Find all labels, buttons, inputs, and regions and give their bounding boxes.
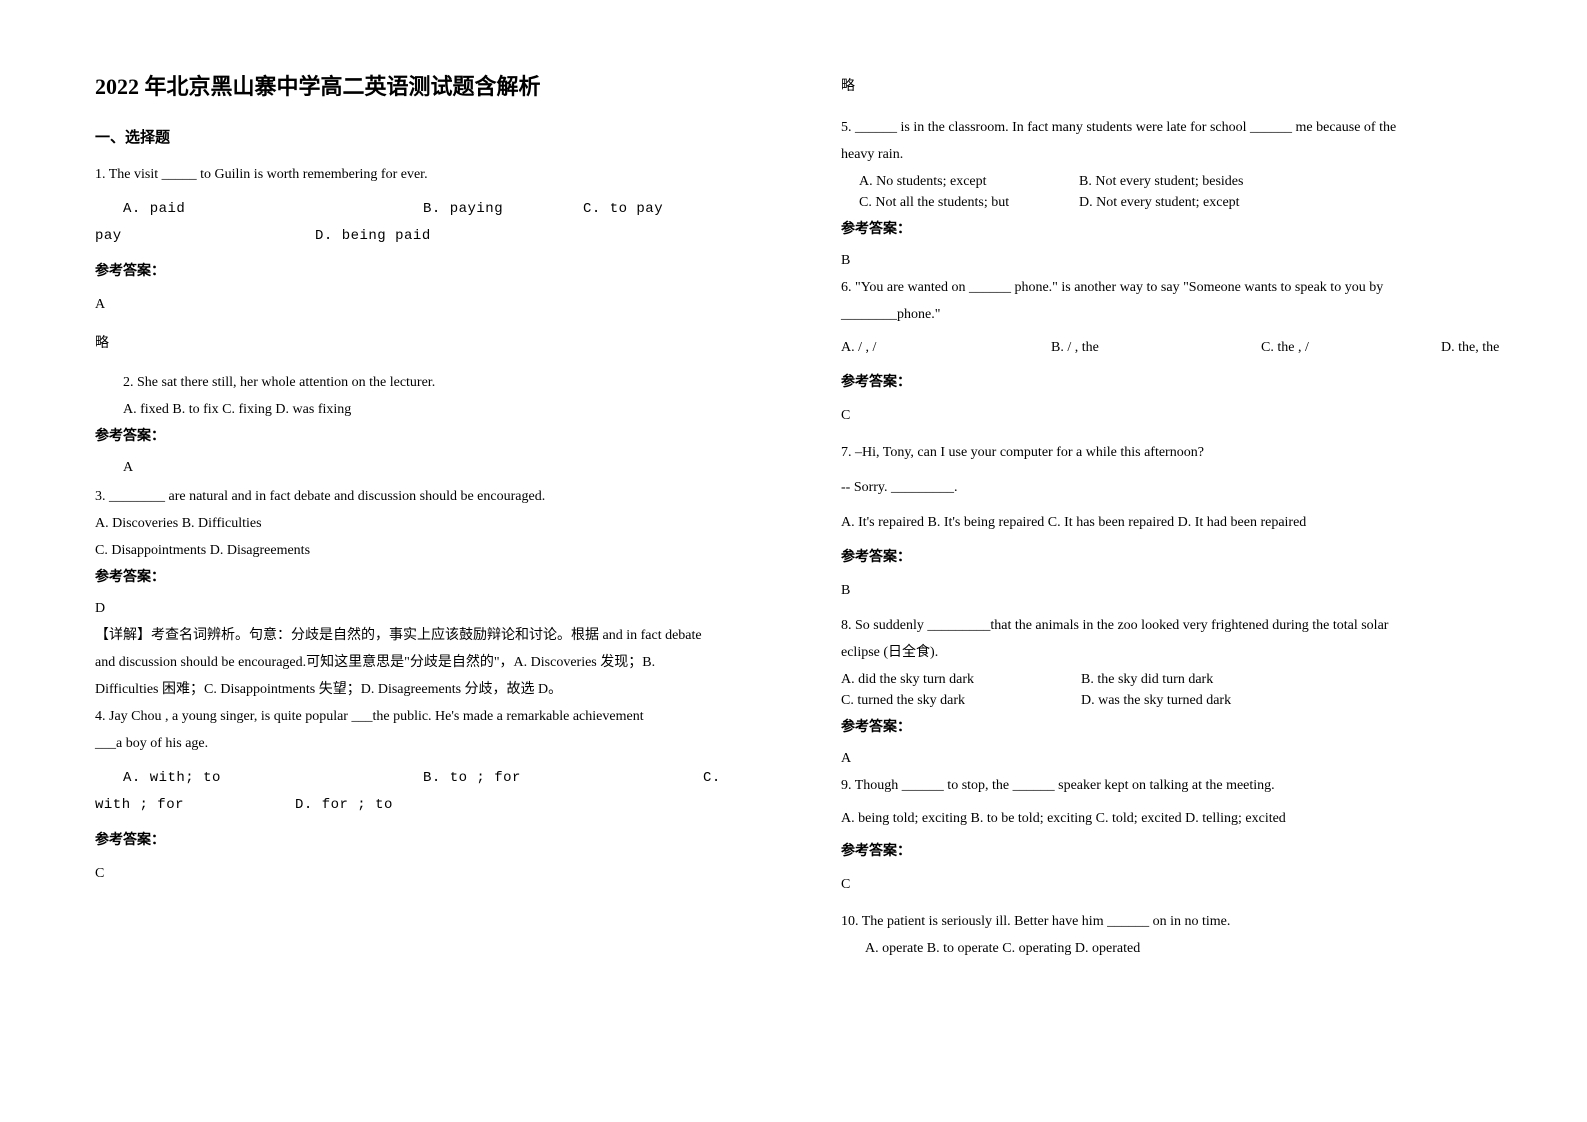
q3-ans: D <box>95 598 781 619</box>
q9-opts: A. being told; exciting B. to be told; e… <box>841 808 1527 829</box>
q6-opt-a: A. / , / <box>841 337 1051 358</box>
q8-ans-label: 参考答案： <box>841 717 1527 738</box>
q8-opt-c: C. turned the sky dark <box>841 690 1081 711</box>
q1-ans: A <box>95 294 781 315</box>
q5-opt-c: C. Not all the students; but <box>859 192 1079 213</box>
q1-text: 1. The visit _____ to Guilin is worth re… <box>95 164 781 185</box>
q6-ans: C <box>841 405 1527 426</box>
q6-opt-d: D. the, the <box>1441 337 1499 358</box>
q2-text: 2. She sat there still, her whole attent… <box>95 372 781 393</box>
q1-opt-b: B. paying <box>423 199 583 220</box>
q7-ans-label: 参考答案： <box>841 547 1527 568</box>
q6-text-2: ________phone." <box>841 304 1527 325</box>
q6-opt-c: C. the , / <box>1261 337 1441 358</box>
q4-opt-c-letter: C. <box>703 768 721 789</box>
q8-opt-a: A. did the sky turn dark <box>841 669 1081 690</box>
col2-note: 略 <box>841 76 1527 97</box>
q5-text-1: 5. ______ is in the classroom. In fact m… <box>841 117 1527 138</box>
q1-opt-d: D. being paid <box>315 226 431 247</box>
q6-opt-b: B. / , the <box>1051 337 1261 358</box>
q2-ans: A <box>95 457 781 478</box>
q3-text: 3. ________ are natural and in fact deba… <box>95 486 781 507</box>
q5-opt-b: B. Not every student; besides <box>1079 171 1243 192</box>
q5-text-2: heavy rain. <box>841 144 1527 165</box>
page-title: 2022 年北京黑山寨中学高二英语测试题含解析 <box>95 70 781 103</box>
q6-ans-label: 参考答案： <box>841 372 1527 393</box>
q3-opts-2: C. Disappointments D. Disagreements <box>95 540 781 561</box>
q1-opt-c2: pay <box>95 226 315 247</box>
q5-ans-label: 参考答案： <box>841 219 1527 240</box>
q4-opt-a: A. with; to <box>95 768 423 789</box>
q7-ans: B <box>841 580 1527 601</box>
q8-text-2: eclipse (日全食). <box>841 642 1527 663</box>
q1-note: 略 <box>95 333 781 354</box>
q4-ans: C <box>95 863 781 884</box>
q5-ans: B <box>841 250 1527 271</box>
q3-expl-2: and discussion should be encouraged.可知这里… <box>95 652 781 673</box>
q4-opt-c: with ; for <box>95 795 295 816</box>
section-heading: 一、选择题 <box>95 127 781 150</box>
q1-opt-a: A. paid <box>95 199 423 220</box>
q8-opt-b: B. the sky did turn dark <box>1081 669 1213 690</box>
q3-ans-label: 参考答案： <box>95 567 781 588</box>
q9-text: 9. Though ______ to stop, the ______ spe… <box>841 775 1527 796</box>
q4-text-1: 4. Jay Chou , a young singer, is quite p… <box>95 706 781 727</box>
q3-opts-1: A. Discoveries B. Difficulties <box>95 513 781 534</box>
q8-ans: A <box>841 748 1527 769</box>
q8-text-1: 8. So suddenly _________that the animals… <box>841 615 1527 636</box>
q1-ans-label: 参考答案： <box>95 261 781 282</box>
q2-ans-label: 参考答案： <box>95 426 781 447</box>
q3-expl-1: 【详解】考查名词辨析。句意：分歧是自然的，事实上应该鼓励辩论和讨论。根据 and… <box>95 625 781 646</box>
q5-opt-d: D. Not every student; except <box>1079 192 1240 213</box>
q2-opts: A. fixed B. to fix C. fixing D. was fixi… <box>95 399 781 420</box>
q7-text-1: 7. –Hi, Tony, can I use your computer fo… <box>841 442 1527 463</box>
q9-ans-label: 参考答案： <box>841 841 1527 862</box>
q4-opt-b: B. to ; for <box>423 768 703 789</box>
q3-expl-3: Difficulties 困难；C. Disappointments 失望；D.… <box>95 679 781 700</box>
q5-opt-a: A. No students; except <box>859 171 1079 192</box>
left-column: 2022 年北京黑山寨中学高二英语测试题含解析 一、选择题 1. The vis… <box>95 70 781 965</box>
q4-text-2: ___a boy of his age. <box>95 733 781 754</box>
q8-opt-d: D. was the sky turned dark <box>1081 690 1231 711</box>
q7-text-2: -- Sorry. _________. <box>841 477 1527 498</box>
q1-opt-c: C. to pay <box>583 199 663 220</box>
q6-text-1: 6. "You are wanted on ______ phone." is … <box>841 277 1527 298</box>
q9-ans: C <box>841 874 1527 895</box>
q4-ans-label: 参考答案： <box>95 830 781 851</box>
q10-opts: A. operate B. to operate C. operating D.… <box>841 938 1527 959</box>
q7-opts: A. It's repaired B. It's being repaired … <box>841 512 1527 533</box>
q10-text: 10. The patient is seriously ill. Better… <box>841 911 1527 932</box>
q4-opt-d: D. for ; to <box>295 795 393 816</box>
right-column: 略 5. ______ is in the classroom. In fact… <box>841 70 1527 965</box>
